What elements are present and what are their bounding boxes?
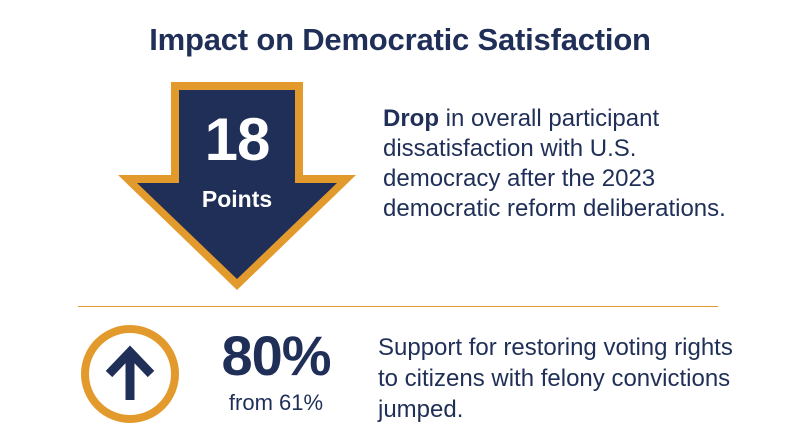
support-stat-description: Support for restoring voting rights to c… bbox=[378, 334, 733, 423]
drop-stat-keyword: Drop bbox=[383, 105, 439, 132]
drop-stat-graphic: 18 Points bbox=[118, 82, 356, 290]
drop-stat-number: 18 bbox=[204, 106, 271, 173]
support-stat-previous: from 61% bbox=[228, 390, 324, 415]
drop-stat-unit: Points bbox=[201, 186, 273, 212]
down-arrow-icon bbox=[118, 82, 356, 290]
support-stat-number: 80% bbox=[221, 324, 331, 387]
section-divider bbox=[78, 306, 718, 307]
page-title: Impact on Democratic Satisfaction bbox=[149, 22, 651, 57]
drop-stat-description: Drop in overall participant dissatisfact… bbox=[383, 104, 743, 224]
up-arrow-circle-icon bbox=[81, 325, 179, 423]
drop-stat-text: in overall participant dissatisfaction w… bbox=[383, 105, 726, 222]
